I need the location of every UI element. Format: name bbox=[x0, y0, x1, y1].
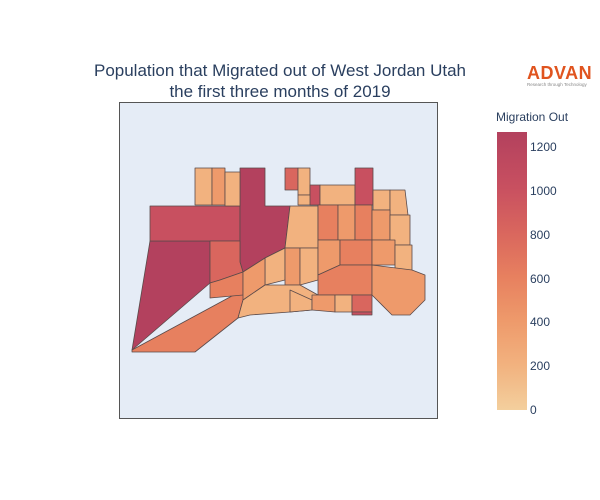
map-region[interactable] bbox=[297, 167, 311, 196]
colorbar-title: Migration Out bbox=[496, 110, 569, 124]
map-region[interactable] bbox=[224, 171, 241, 207]
map-region[interactable] bbox=[334, 294, 353, 313]
map-region[interactable] bbox=[389, 189, 409, 216]
map-region[interactable] bbox=[284, 205, 319, 249]
map-region[interactable] bbox=[354, 204, 373, 241]
map-region[interactable] bbox=[309, 184, 321, 206]
chart-title-line-2: the first three months of 2019 bbox=[169, 82, 391, 101]
map-region[interactable] bbox=[337, 204, 356, 241]
chart-title-line-1: Population that Migrated out of West Jor… bbox=[93, 61, 467, 80]
colorbar-tick-label: 600 bbox=[530, 271, 551, 286]
map-region[interactable] bbox=[194, 167, 213, 206]
map-region[interactable] bbox=[299, 247, 319, 286]
map-region[interactable] bbox=[319, 184, 356, 206]
map-region[interactable] bbox=[284, 247, 301, 286]
colorbar-tick-label: 0 bbox=[530, 403, 537, 417]
map-region[interactable] bbox=[371, 239, 396, 266]
map-region[interactable] bbox=[371, 264, 426, 316]
map-region[interactable] bbox=[311, 294, 336, 313]
colorbar-tick-label: 400 bbox=[530, 315, 551, 330]
colorbar-tick-label: 800 bbox=[530, 227, 551, 242]
colorbar-tick-label: 1200 bbox=[530, 140, 557, 155]
advan-logo: ADVAN Research through Technology bbox=[527, 64, 597, 88]
colorbar bbox=[497, 132, 527, 410]
map-region[interactable] bbox=[351, 311, 373, 316]
map-region[interactable] bbox=[354, 167, 374, 206]
map-region[interactable] bbox=[211, 167, 226, 206]
colorbar-tick-label: 200 bbox=[530, 359, 551, 374]
map-region[interactable] bbox=[351, 294, 373, 313]
advan-logo-word: ADVAN bbox=[527, 63, 593, 83]
map-region[interactable] bbox=[317, 204, 339, 241]
map-region[interactable] bbox=[372, 189, 391, 211]
colorbar-tick-label: 1000 bbox=[530, 184, 557, 199]
map-region[interactable] bbox=[371, 209, 391, 241]
map-region[interactable] bbox=[339, 239, 373, 266]
map-region[interactable] bbox=[394, 244, 413, 271]
map-region[interactable] bbox=[284, 167, 299, 191]
chart-title: Population that Migrated out of West Jor… bbox=[60, 60, 500, 102]
map-region[interactable] bbox=[149, 205, 241, 242]
advan-logo-tagline: Research through Technology bbox=[527, 82, 587, 87]
